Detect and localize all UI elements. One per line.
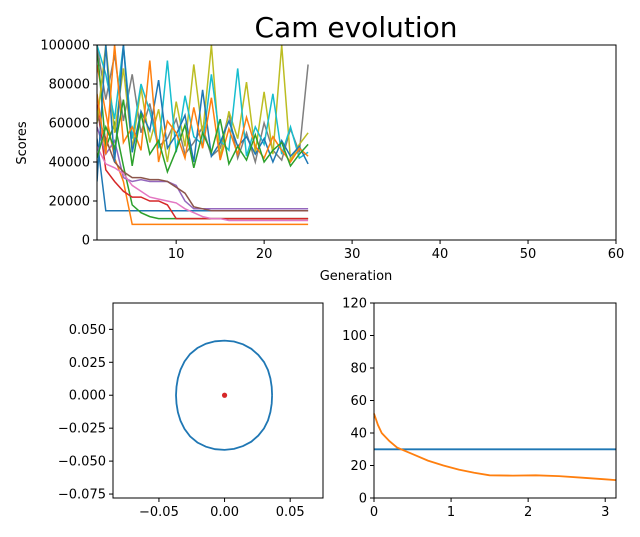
x-axis-label: Generation	[320, 269, 393, 284]
score-line	[97, 99, 309, 175]
center-point	[221, 392, 228, 398]
y-tick-label: 20000	[49, 195, 90, 210]
y-tick-label: −0.075	[58, 488, 106, 503]
score-line	[97, 114, 309, 212]
y-tick-label: −0.025	[58, 422, 106, 437]
y-tick-label: 0.050	[69, 323, 106, 338]
y-tick-label: 0.025	[69, 356, 106, 371]
y-tick-label: 60000	[49, 117, 90, 132]
y-tick-label: 0	[359, 492, 367, 507]
score-line	[97, 45, 309, 164]
cam-profile-line	[175, 339, 273, 451]
x-tick-label: 30	[344, 247, 361, 262]
score-line	[97, 64, 309, 226]
y-tick-label: 0	[82, 234, 90, 249]
y-tick-label: 120	[342, 297, 367, 312]
x-tick-label: 1	[447, 505, 455, 520]
follower-frame	[373, 302, 617, 499]
x-tick-label: 0	[370, 505, 378, 520]
y-tick-label: −0.050	[58, 455, 106, 470]
cam-profile-plot: −0.05 0.00 0.05 −0.075 −0.050 −0.025 0.000 0.02…	[58, 302, 324, 520]
scores-plot-frame	[96, 44, 617, 241]
y-tick-label: 20	[350, 459, 367, 474]
y-tick-label: 40000	[49, 156, 90, 171]
y-tick-label: 60	[350, 394, 367, 409]
x-tick-label: 10	[168, 247, 185, 262]
y-tick-label: 80000	[49, 78, 90, 93]
y-tick-label: 100000	[40, 39, 90, 54]
y-tick-label: 40	[350, 427, 367, 442]
x-tick-label: 50	[520, 247, 537, 262]
follower-line	[373, 413, 617, 481]
follower-plot: 0 1 2 3 0 20 40 60 80 100 120	[342, 297, 617, 521]
x-tick-label: 60	[608, 247, 625, 262]
y-tick-label: 100	[342, 329, 367, 344]
cam-profile-frame	[112, 302, 324, 499]
y-axis-label: Scores	[15, 121, 30, 164]
follower-lines	[373, 413, 617, 481]
x-tick-label: 2	[524, 505, 532, 520]
x-tick-label: 0.00	[210, 505, 239, 520]
x-tick-label: 3	[601, 505, 609, 520]
x-tick-label: 40	[432, 247, 449, 262]
scores-plot-ticks: 10 20 30 40 50 60 0 20000 40000 60000 80000 100000	[40, 39, 624, 263]
score-line	[97, 103, 309, 220]
score-line	[97, 45, 309, 182]
score-line	[97, 146, 309, 222]
x-tick-label: 20	[256, 247, 273, 262]
x-tick-label: −0.05	[139, 505, 179, 520]
y-tick-label: 0.000	[69, 389, 106, 404]
chart-title: Cam evolution	[255, 11, 458, 44]
x-tick-label: 0.05	[276, 505, 305, 520]
y-tick-label: 80	[350, 362, 367, 377]
cam-profile-lines	[175, 339, 273, 451]
follower-ticks: 0 1 2 3 0 20 40 60 80 100 120	[342, 297, 609, 521]
scores-plot: 10 20 30 40 50 60020000400006000080000100000 …	[15, 39, 624, 285]
cam-profile-ticks: −0.05 0.00 0.05 −0.075 −0.050 −0.025 0.000 0.02…	[58, 323, 305, 520]
score-lines-group	[97, 45, 309, 226]
